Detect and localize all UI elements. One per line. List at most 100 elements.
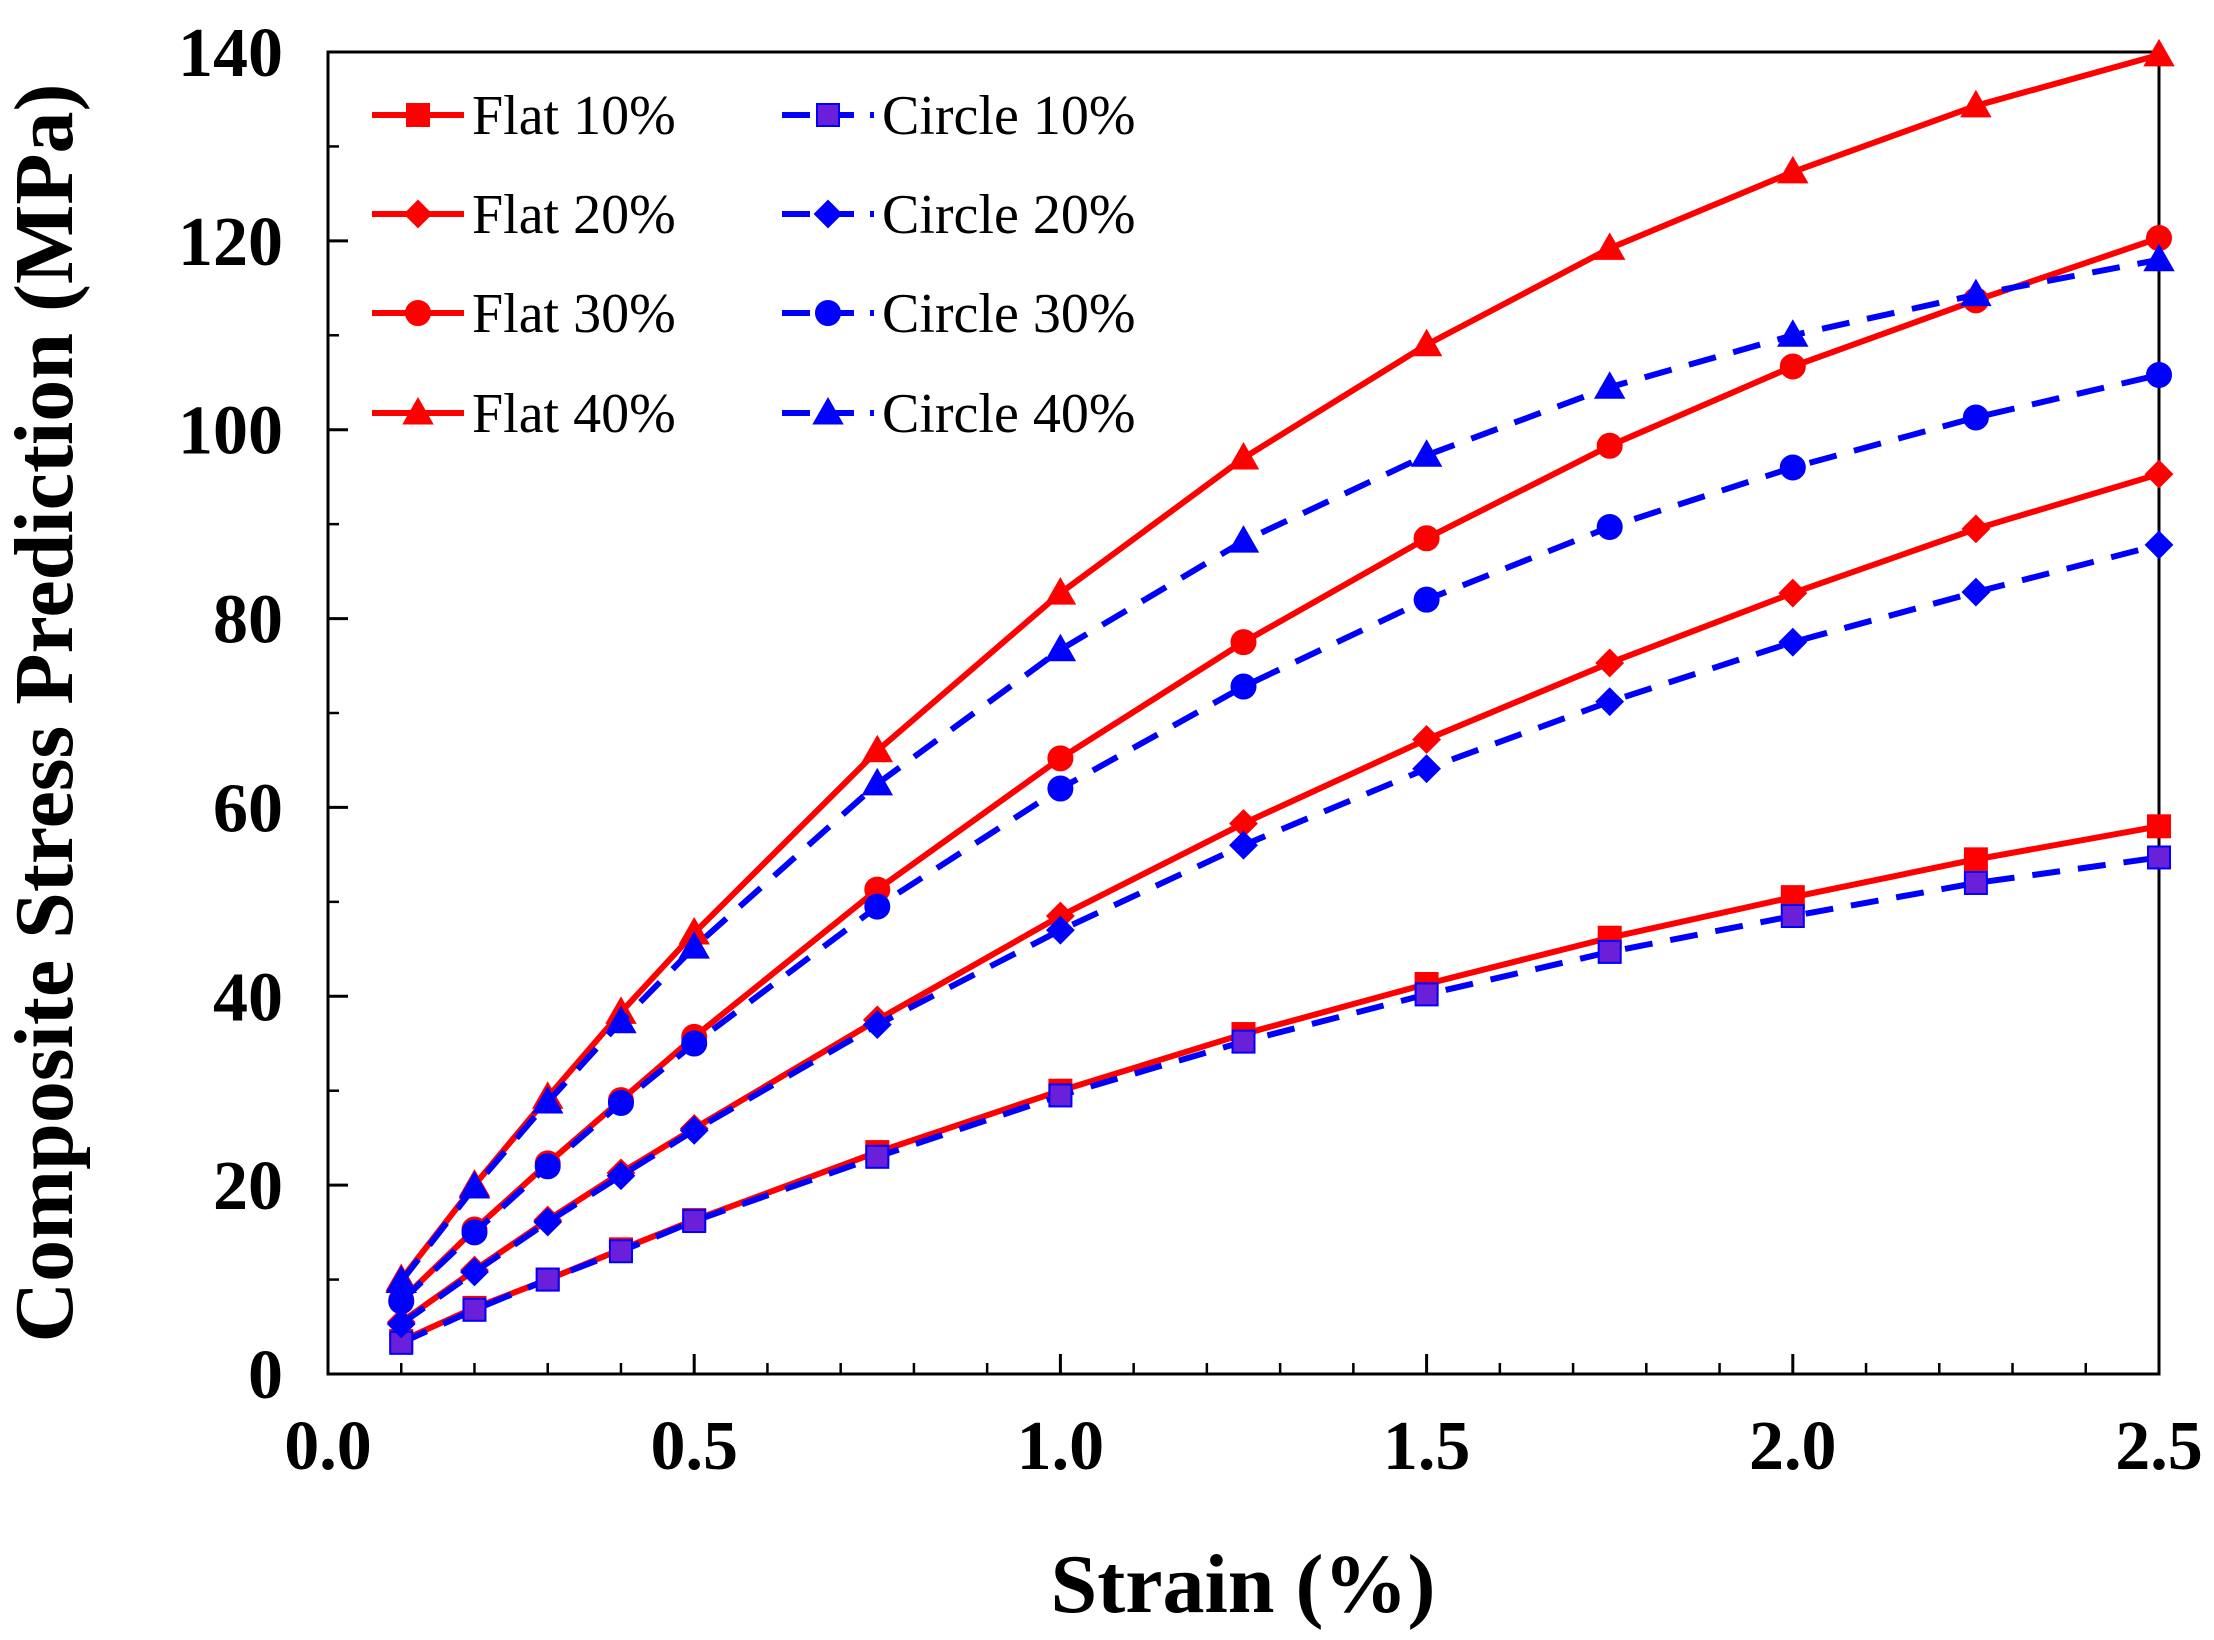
y-tick-label: 120	[178, 204, 283, 281]
data-point	[1778, 578, 1808, 608]
data-point	[1047, 775, 1074, 802]
legend-item: Circle 40%	[782, 383, 1135, 445]
data-point	[862, 1010, 892, 1040]
data-point	[461, 1219, 488, 1246]
data-point	[1230, 673, 1257, 700]
legend-marker	[405, 300, 431, 326]
y-tick-label: 60	[213, 770, 283, 847]
data-point	[1413, 586, 1440, 613]
data-point	[1963, 870, 1988, 895]
legend-item: Flat 20%	[372, 184, 676, 246]
data-point	[1779, 353, 1806, 380]
data-point	[460, 1257, 489, 1287]
data-point	[864, 893, 891, 920]
x-tick-label: 1.5	[1383, 1408, 1471, 1485]
series-line	[399, 372, 2160, 1304]
series-circle-30-	[388, 361, 2172, 1315]
data-point	[861, 767, 894, 796]
y-tick-label: 80	[213, 582, 283, 659]
data-point	[605, 1005, 637, 1034]
data-point	[458, 1171, 491, 1199]
data-point	[1048, 1083, 1073, 1108]
data-point	[1229, 830, 1258, 860]
legend-marker	[815, 300, 841, 326]
legend-label: Circle 30%	[882, 283, 1135, 345]
legend-marker	[813, 199, 843, 229]
y-tick-label: 140	[178, 15, 283, 92]
x-tick-label: 2.0	[1749, 1408, 1837, 1485]
data-point	[1044, 577, 1077, 605]
data-point	[678, 931, 710, 959]
ticks: 0.0 0.5 1.0 1.5 2.0 2.5 0 20 40 60 80 100 120 140	[178, 15, 2203, 1485]
data-point	[535, 1267, 560, 1292]
x-tick-label: 2.5	[2115, 1408, 2203, 1485]
data-point	[1961, 514, 1991, 544]
x-tick-label: 1.0	[1017, 1408, 1105, 1485]
data-point	[1778, 627, 1808, 657]
series-circle-10-	[389, 845, 2171, 1355]
data-point	[1045, 915, 1075, 945]
data-point	[1596, 432, 1623, 459]
y-tick-label: 20	[213, 1148, 283, 1225]
legend-label: Flat 20%	[472, 184, 676, 246]
series-layer	[385, 38, 2175, 1355]
legend-marker	[816, 103, 840, 127]
legend-item: Circle 10%	[782, 85, 1135, 147]
data-point	[1779, 454, 1806, 481]
data-point	[1414, 982, 1439, 1007]
data-point	[531, 1086, 564, 1114]
data-point	[2143, 243, 2175, 272]
data-point	[1596, 513, 1623, 540]
data-point	[1410, 328, 1443, 357]
legend-item: Circle 30%	[782, 283, 1135, 345]
data-point	[2147, 845, 2171, 870]
y-axis-title: Composite Stress Prediction (MPa)	[0, 83, 91, 1342]
y-tick-label: 0	[248, 1337, 283, 1414]
series-line	[399, 542, 2160, 1327]
x-axis-title: Strain (%)	[1051, 1538, 1436, 1631]
legend-item: Flat 40%	[372, 383, 676, 445]
data-point	[865, 1144, 890, 1169]
data-point	[534, 1153, 561, 1180]
legend-label: Flat 40%	[472, 383, 676, 445]
data-point	[1595, 687, 1625, 717]
data-point	[1595, 648, 1625, 678]
data-point	[462, 1297, 487, 1322]
x-tick-label: 0.5	[650, 1408, 738, 1485]
data-point	[1962, 404, 1989, 431]
series-circle-20-	[386, 530, 2174, 1339]
data-point	[1597, 939, 1622, 964]
legend: Flat 10% Flat 20% Flat 30% Flat 40% Circle 1…	[372, 85, 1135, 445]
data-point	[2144, 530, 2174, 560]
y-tick-label: 100	[178, 393, 283, 470]
data-point	[1777, 319, 1809, 347]
data-point	[1231, 1029, 1256, 1054]
data-point	[1961, 577, 1991, 607]
data-point	[1413, 525, 1440, 552]
data-point	[1412, 754, 1442, 784]
data-point	[1780, 904, 1805, 929]
data-point	[1593, 371, 1626, 399]
data-point	[1960, 278, 1992, 307]
legend-item: Flat 30%	[372, 283, 676, 345]
plot-frame	[326, 50, 2161, 1376]
data-point	[533, 1207, 563, 1237]
data-point	[386, 1309, 416, 1339]
data-point	[385, 1265, 417, 1293]
x-tick-label: 0.0	[284, 1408, 372, 1485]
legend-marker	[402, 396, 434, 425]
series-line	[399, 471, 2160, 1325]
data-point	[1963, 847, 1988, 872]
data-point	[1777, 155, 1809, 184]
legend-marker	[403, 199, 433, 229]
data-point	[1410, 439, 1443, 467]
data-point	[1044, 633, 1077, 662]
data-point	[679, 1115, 709, 1145]
series-line	[400, 823, 2160, 1344]
data-point	[2144, 459, 2174, 489]
data-point	[1230, 629, 1257, 656]
data-point	[2147, 814, 2171, 839]
data-point	[1227, 525, 1260, 553]
data-point	[1593, 232, 1626, 260]
